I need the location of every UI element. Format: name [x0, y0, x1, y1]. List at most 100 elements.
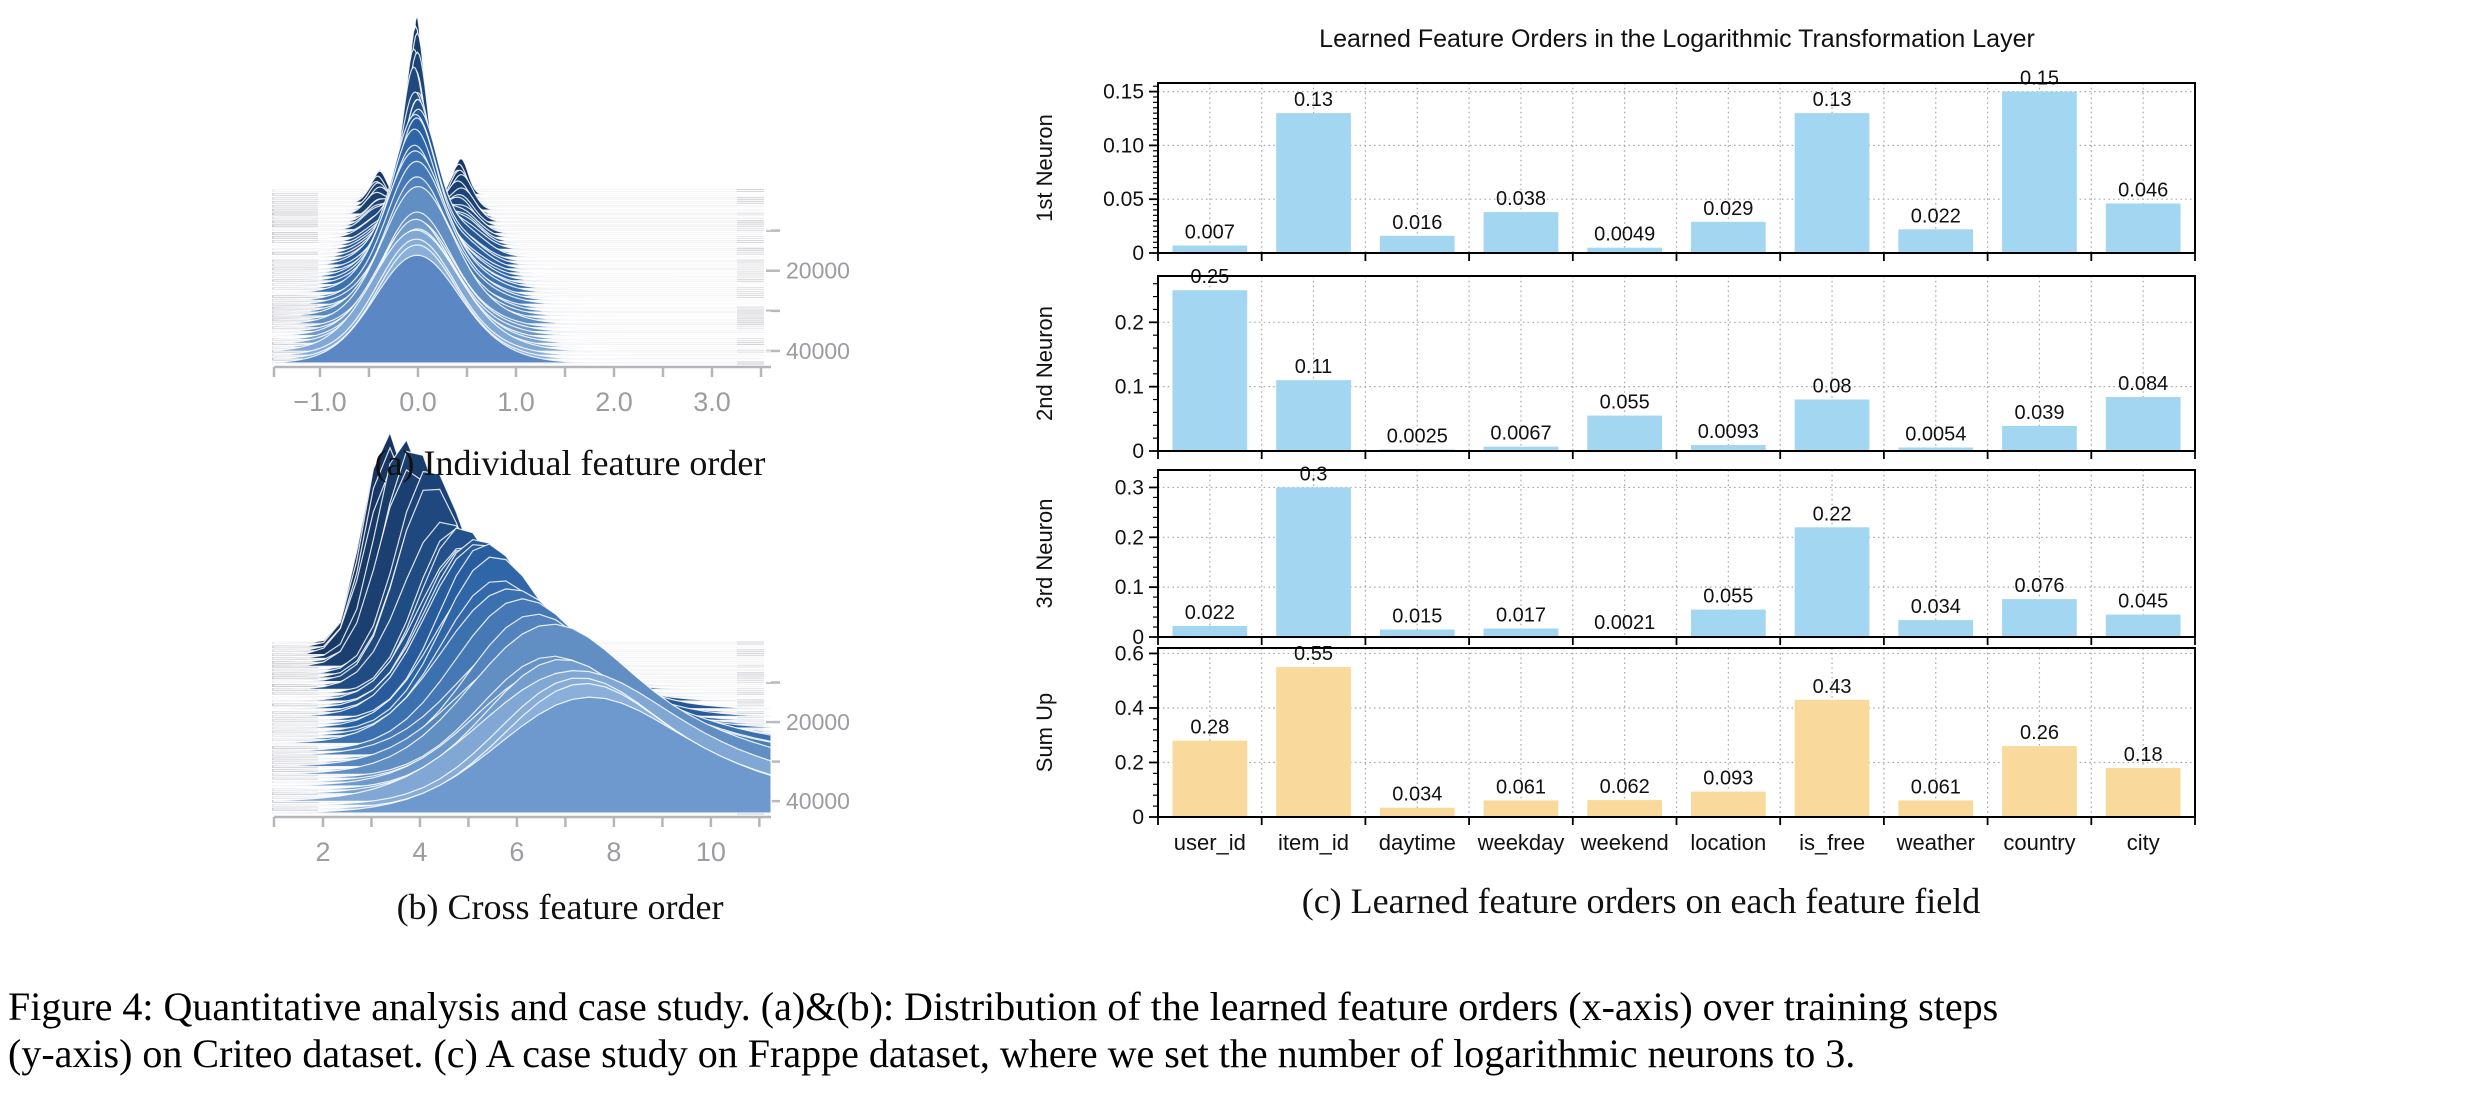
y-tick-label: 0.15 — [1103, 81, 1144, 104]
bar-value-label: 0.034 — [1911, 596, 1961, 618]
x-category-label: weekday — [1477, 830, 1565, 855]
ridge — [274, 91, 771, 235]
bar-value-label: 0.13 — [1294, 89, 1333, 111]
x-axis-label: 4 — [412, 837, 427, 867]
ridge — [274, 98, 771, 243]
bar-user_id — [1172, 626, 1248, 637]
x-axis-label: 1.0 — [497, 387, 535, 417]
bar-is_free — [1794, 113, 1870, 253]
bar-value-label: 0.017 — [1496, 605, 1546, 627]
bar-value-label: 0.061 — [1911, 776, 1961, 798]
figure-caption: Figure 4: Quantitative analysis and case… — [8, 984, 2486, 1078]
bar-is_free — [1794, 399, 1870, 451]
panel-ylabel: 1st Neuron — [1032, 114, 1057, 222]
figure-caption-line-1: Figure 4: Quantitative analysis and case… — [8, 984, 1999, 1029]
bar-city — [2105, 203, 2181, 253]
bar-daytime — [1379, 807, 1455, 817]
bar-value-label: 0.3 — [1300, 463, 1328, 485]
panel-c-caption: (c) Learned feature orders on each featu… — [1301, 881, 1981, 921]
bar-weekend — [1587, 415, 1662, 451]
ridge — [274, 40, 771, 203]
bar-weekday — [1483, 800, 1559, 817]
bar-value-label: 0.046 — [2118, 180, 2168, 202]
ridge — [273, 254, 771, 364]
bar-weekend — [1587, 800, 1662, 817]
ridge — [274, 26, 771, 199]
learned-feature-orders-bars: 0.0070.130.0160.0380.00490.0290.130.0220… — [1032, 68, 2196, 855]
x-category-label: item_id — [1278, 830, 1349, 855]
bar-value-label: 0.045 — [2118, 591, 2168, 613]
right-axis-label: 40000 — [786, 338, 850, 364]
x-axis-label: 10 — [696, 837, 726, 867]
bar-value-label: 0.25 — [1190, 266, 1229, 288]
bar-value-label: 0.55 — [1294, 643, 1333, 665]
bar-value-label: 0.062 — [1600, 776, 1650, 798]
bar-user_id — [1172, 290, 1248, 451]
ridge — [273, 696, 772, 814]
bar-value-label: 0.022 — [1185, 602, 1235, 624]
right-axis-label: 40000 — [786, 788, 850, 814]
bar-value-label: 0.055 — [1600, 392, 1650, 414]
ridge — [274, 24, 771, 207]
bar-value-label: 0.061 — [1496, 776, 1546, 798]
bar-chart-title: Learned Feature Orders in the Logarithmi… — [1319, 25, 2035, 53]
ridge — [274, 13, 771, 195]
bar-weekday — [1483, 212, 1559, 253]
bar-country — [2002, 425, 2077, 451]
bar-value-label: 0.0025 — [1387, 425, 1448, 447]
x-category-label: daytime — [1379, 830, 1456, 855]
ridge — [274, 31, 771, 192]
ridge — [274, 51, 771, 223]
x-category-label: is_free — [1799, 830, 1865, 855]
x-axis-label: −1.0 — [293, 387, 346, 417]
panel-ylabel: 3rd Neuron — [1032, 498, 1057, 608]
bar-weather — [1898, 800, 1974, 817]
bar-country — [2002, 599, 2077, 637]
x-category-label: weekend — [1580, 830, 1669, 855]
bar-panel-2: 0.25 0.11 0.0025 0.0067 0.055 0.0093 0.08 0.005… — [1115, 266, 2196, 463]
bar-item_id — [1276, 487, 1351, 637]
y-tick-label: 0.2 — [1115, 526, 1144, 549]
bar-location — [1691, 791, 1766, 817]
bar-daytime — [1379, 629, 1455, 637]
bar-value-label: 0.039 — [2014, 402, 2064, 424]
x-category-label: city — [2127, 830, 2160, 855]
bar-value-label: 0.08 — [1813, 376, 1852, 398]
ridge — [274, 47, 771, 215]
bar-value-label: 0.26 — [2020, 722, 2059, 744]
x-axis-label: 3.0 — [693, 387, 731, 417]
bar-value-label: 0.0054 — [1905, 424, 1966, 446]
y-tick-label: 0 — [1132, 626, 1144, 649]
x-category-label: user_id — [1174, 830, 1246, 855]
bar-weekday — [1483, 628, 1559, 637]
bar-location — [1691, 445, 1766, 451]
bar-value-label: 0.0093 — [1698, 421, 1759, 443]
y-tick-label: 0.2 — [1115, 311, 1144, 334]
x-axis-label: 2 — [315, 837, 330, 867]
bar-panel-3: 0.022 0.3 0.015 0.017 0.0021 0.055 0.22 0.034 0.… — [1115, 463, 2196, 649]
ridge — [274, 91, 771, 239]
bar-value-label: 0.13 — [1813, 89, 1852, 111]
bar-panel-4: 0.28 0.55 0.034 0.061 0.062 0.093 0.43 0.061 0.2… — [1115, 642, 2196, 829]
bar-value-label: 0.016 — [1392, 212, 1442, 234]
y-tick-label: 0.05 — [1103, 188, 1144, 211]
bar-weekday — [1483, 446, 1559, 451]
bar-weather — [1898, 620, 1974, 637]
bar-daytime — [1379, 235, 1455, 253]
bar-weather — [1898, 447, 1974, 451]
y-tick-label: 0.1 — [1115, 376, 1144, 399]
bar-country — [2002, 746, 2077, 817]
figure-caption-line-2: (y-axis) on Criteo dataset. (c) A case s… — [8, 1030, 1856, 1076]
bar-value-label: 0.0049 — [1594, 224, 1655, 246]
bar-user_id — [1172, 740, 1248, 817]
bar-value-label: 0.034 — [1392, 784, 1442, 806]
ridgeline-cross-feature-order: 20000 40000 2 4 6 8 10 — [272, 430, 850, 867]
bar-value-label: 0.015 — [1392, 606, 1442, 628]
bar-value-label: 0.084 — [2118, 373, 2168, 395]
panel-a-caption: (a) Individual feature order — [374, 443, 766, 483]
bar-value-label: 0.28 — [1190, 717, 1229, 739]
y-tick-label: 0.10 — [1103, 134, 1144, 157]
bar-value-label: 0.076 — [2014, 575, 2064, 597]
x-axis-label: 8 — [606, 837, 621, 867]
